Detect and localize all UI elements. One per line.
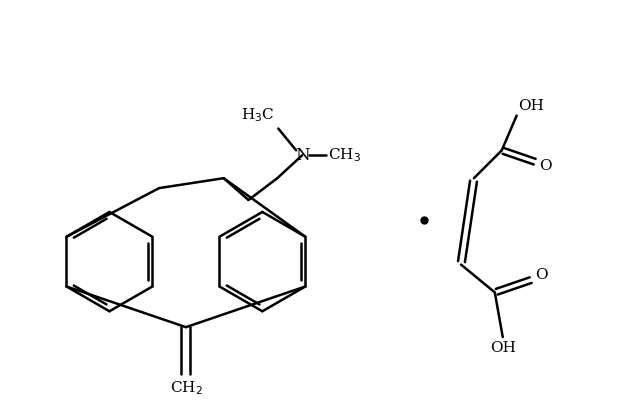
Text: O: O: [536, 267, 548, 281]
Text: N: N: [295, 147, 309, 164]
Text: CH$_2$: CH$_2$: [170, 379, 202, 396]
Text: OH: OH: [518, 99, 543, 112]
Text: OH: OH: [490, 341, 516, 355]
Text: H$_3$C: H$_3$C: [241, 106, 275, 124]
Text: O: O: [540, 159, 552, 173]
Text: CH$_3$: CH$_3$: [328, 146, 361, 164]
